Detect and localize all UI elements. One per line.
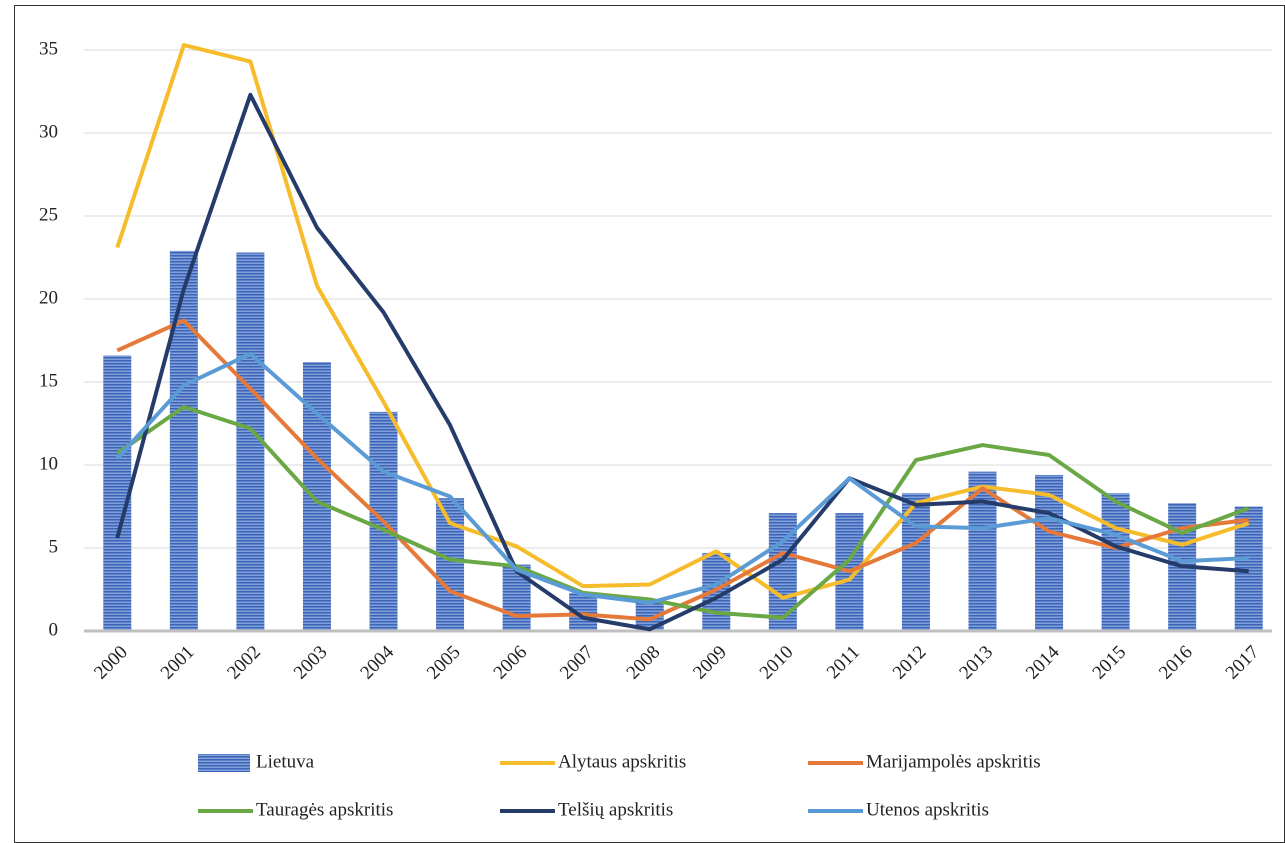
y-tick-label: 5 xyxy=(49,536,59,557)
bar xyxy=(103,355,132,631)
legend-label: Alytaus apskritis xyxy=(558,751,686,772)
y-tick-label: 35 xyxy=(39,38,58,59)
y-tick-label: 15 xyxy=(39,370,58,391)
bar xyxy=(436,498,465,631)
legend-label: Marijampolės apskritis xyxy=(866,751,1041,772)
legend-label: Tauragės apskritis xyxy=(256,799,393,820)
line xyxy=(115,351,1249,605)
line xyxy=(116,404,1250,620)
y-tick-label: 25 xyxy=(39,204,58,225)
legend-swatch xyxy=(198,754,250,772)
line xyxy=(115,43,1250,600)
bar xyxy=(236,252,265,631)
legend-label: Lietuva xyxy=(256,751,315,772)
chart-border xyxy=(14,5,1285,843)
y-tick-label: 0 xyxy=(49,619,59,640)
legend-label: Utenos apskritis xyxy=(866,799,989,820)
bar xyxy=(169,250,198,632)
bar xyxy=(1101,493,1130,631)
legend-label: Telšių apskritis xyxy=(558,799,673,820)
y-tick-label: 30 xyxy=(39,121,58,142)
y-tick-label: 10 xyxy=(39,453,58,474)
line xyxy=(115,92,1249,632)
y-tick-label: 20 xyxy=(39,287,58,308)
